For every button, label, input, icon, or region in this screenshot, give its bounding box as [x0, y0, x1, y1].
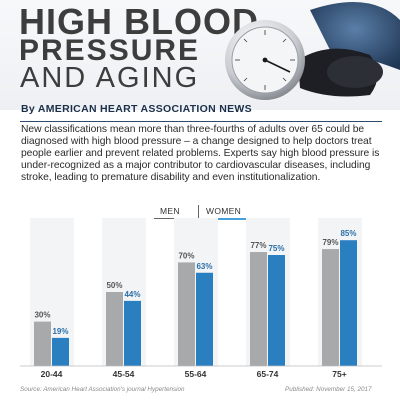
- data-label-women-55-64: 63%: [196, 262, 212, 271]
- legend-underline-women: [204, 218, 256, 220]
- category-label-20-44: 20-44: [41, 369, 63, 379]
- data-label-men-55-64: 70%: [178, 251, 194, 260]
- bar-men-55-64: [178, 262, 195, 366]
- bar-women-20-44: [52, 337, 69, 366]
- legend-underline-men: [154, 218, 192, 219]
- legend-separator: [198, 205, 199, 218]
- bar-men-75+: [322, 249, 339, 366]
- bar-women-45-54: [124, 300, 141, 366]
- data-label-men-20-44: 30%: [34, 311, 50, 320]
- data-label-women-20-44: 19%: [52, 327, 68, 336]
- bar-men-65-74: [250, 252, 267, 366]
- sphygmomanometer-icon: [225, 2, 400, 100]
- chart-legend: MEN WOMEN: [150, 205, 260, 220]
- divider-rule: [20, 121, 382, 122]
- category-label-55-64: 55-64: [185, 369, 207, 379]
- category-label-45-54: 45-54: [113, 369, 135, 379]
- data-label-men-45-54: 50%: [106, 281, 122, 290]
- bar-women-55-64: [196, 272, 213, 366]
- header-banner: HIGH BLOOD PRESSURE AND AGING: [0, 0, 400, 110]
- published-date: Published: November 15, 2017: [285, 386, 372, 393]
- bar-men-45-54: [106, 292, 123, 366]
- category-label-75+: 75+: [332, 369, 346, 379]
- data-label-women-75+: 85%: [340, 229, 356, 238]
- title-line-2: PRESSURE: [19, 34, 201, 67]
- data-label-women-45-54: 44%: [124, 290, 140, 299]
- source-note: Source: American Heart Association's jou…: [20, 386, 185, 393]
- bar-men-20-44: [34, 321, 51, 366]
- data-label-men-75+: 79%: [322, 238, 338, 247]
- bar-women-75+: [340, 240, 357, 366]
- blood-pressure-gauge-illustration: [200, 0, 400, 110]
- legend-men: MEN: [160, 206, 180, 216]
- category-label-65-74: 65-74: [257, 369, 279, 379]
- title-line-1: HIGH BLOOD: [19, 1, 259, 42]
- intro-paragraph: New classifications mean more than three…: [21, 124, 380, 184]
- bar-women-65-74: [268, 255, 285, 366]
- legend-women: WOMEN: [206, 206, 242, 216]
- title-line-3: AND AGING: [20, 62, 200, 94]
- data-label-men-65-74: 77%: [250, 241, 266, 250]
- byline: By AMERICAN HEART ASSOCIATION NEWS: [21, 103, 252, 115]
- data-label-women-65-74: 75%: [268, 244, 284, 253]
